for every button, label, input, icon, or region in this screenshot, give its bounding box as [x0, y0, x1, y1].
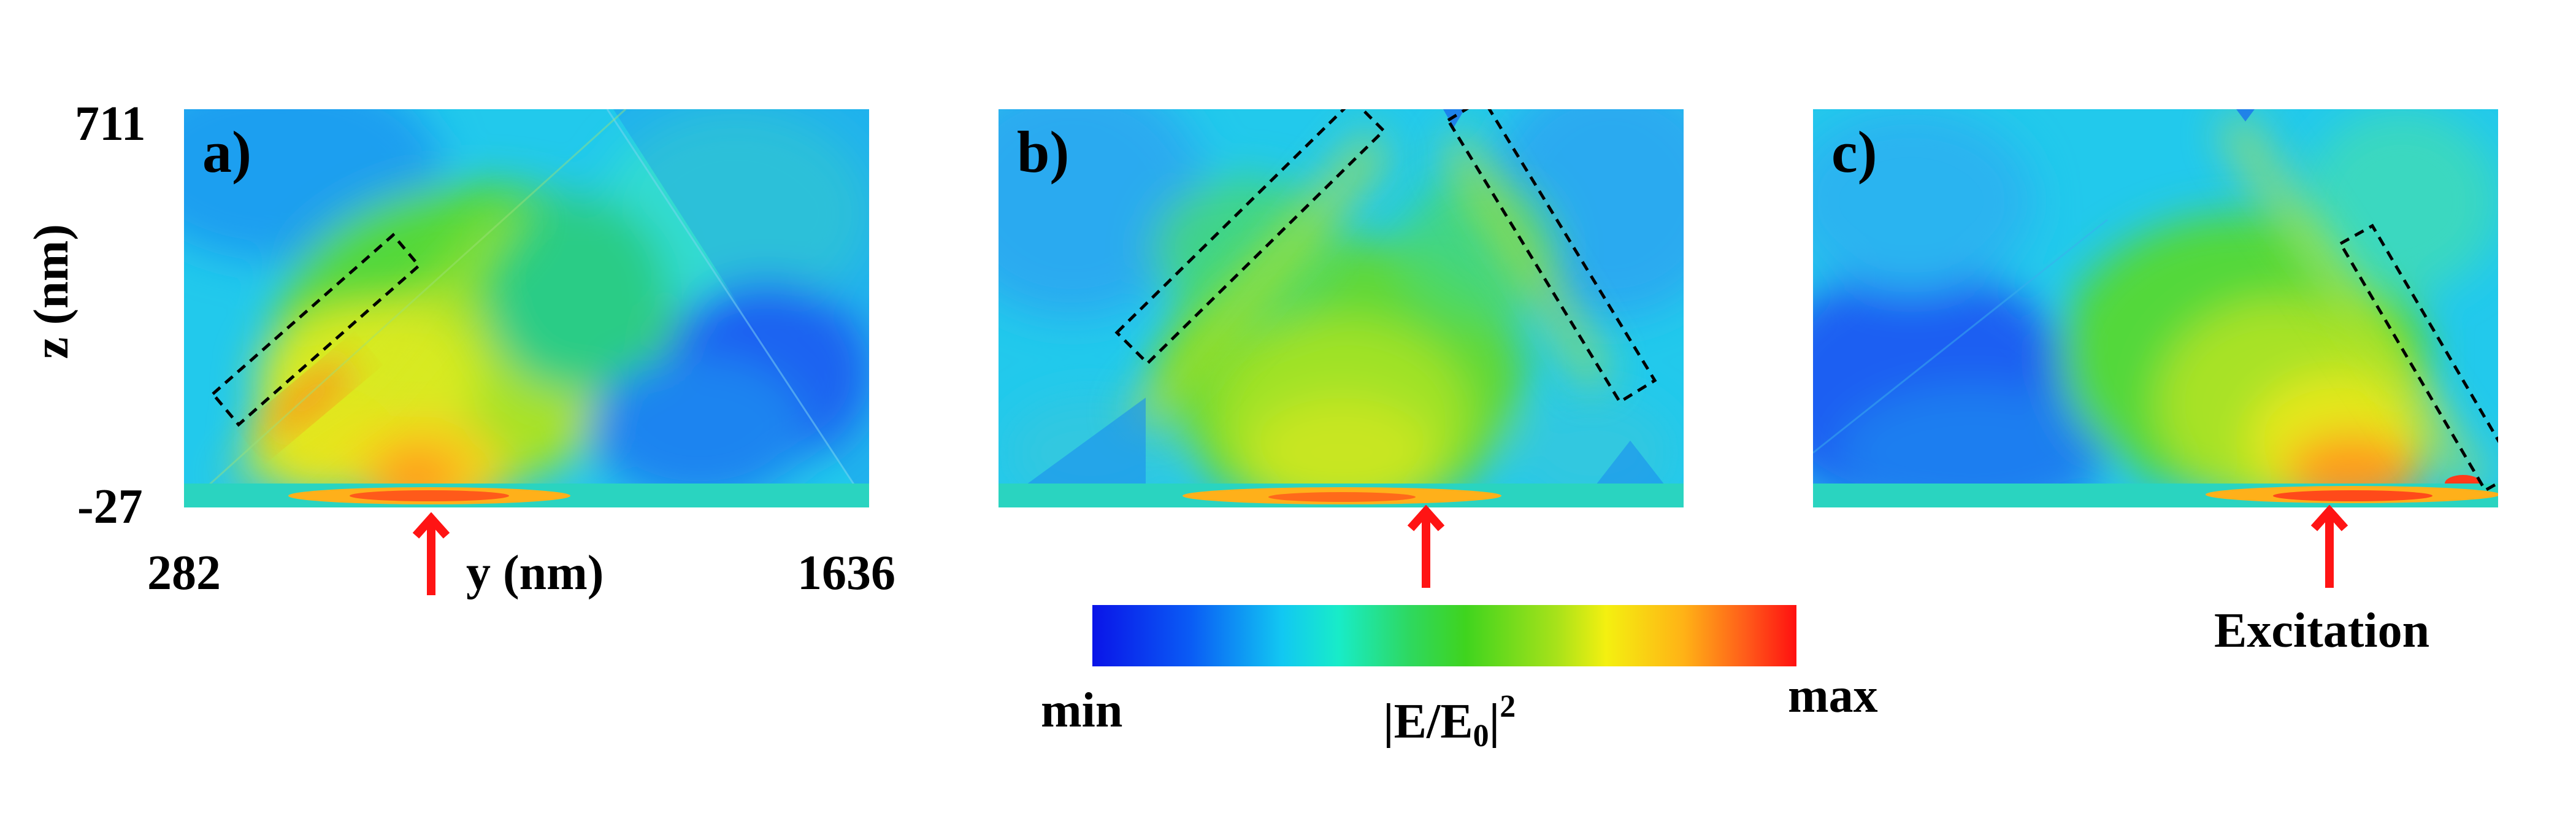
colorbar [1092, 605, 1796, 666]
y-axis-label: y (nm) [466, 546, 604, 600]
panel-b-label: b) [1017, 119, 1070, 185]
panel-b-field-map: b) [999, 109, 1684, 507]
excitation-arrow-c [2310, 505, 2348, 588]
panel-a-field-map: a) [184, 109, 869, 507]
panel-a-label: a) [202, 119, 251, 185]
z-axis-label: z (nm) [25, 224, 79, 359]
quantity-prefix: |E/E [1383, 695, 1473, 749]
quantity-suffix: | [1489, 695, 1500, 749]
excitation-arrow-a [412, 512, 450, 595]
quantity-subscript: 0 [1473, 719, 1489, 754]
colorbar-min-label: min [1041, 684, 1123, 738]
y-max-tick: 1636 [797, 546, 895, 600]
excitation-arrow-b [1407, 505, 1445, 588]
colorbar-max-label: max [1788, 669, 1878, 723]
colorbar-quantity-label: |E/E0|2 [1383, 691, 1516, 752]
quantity-superscript: 2 [1500, 689, 1516, 724]
panel-c-label: c) [1831, 119, 1877, 185]
excitation-label: Excitation [2214, 604, 2430, 658]
z-max-tick: 711 [75, 97, 146, 151]
panel-c-field-map: c) [1813, 109, 2498, 507]
y-min-tick: 282 [147, 546, 221, 600]
z-min-tick: -27 [77, 480, 143, 534]
